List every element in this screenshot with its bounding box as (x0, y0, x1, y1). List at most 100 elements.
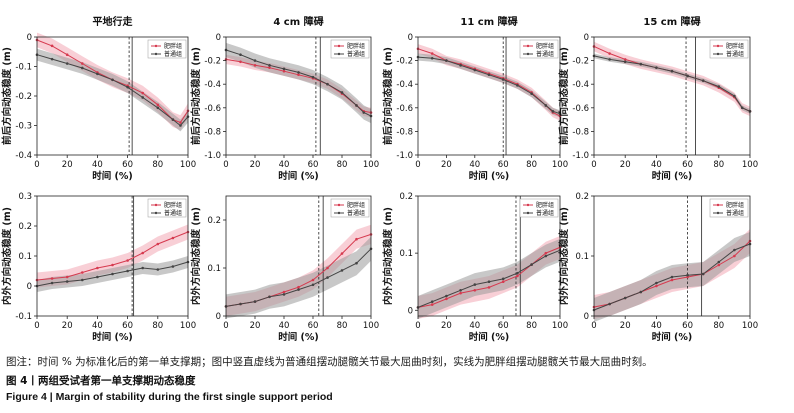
y-tick-label: 0.1 (575, 252, 589, 262)
data-point-normal (623, 296, 627, 300)
x-tick-label: 100 (742, 160, 758, 170)
data-point-normal (111, 272, 114, 276)
y-tick-label: -0.8 (204, 127, 221, 137)
y-tick-label: -0.8 (396, 127, 413, 137)
legend-marker (526, 211, 530, 215)
y-tick-label: 0.2 (207, 216, 221, 226)
x-tick-label: 100 (363, 160, 379, 170)
y-tick-label: -0.2 (396, 57, 413, 67)
chart-title: 11 cm 障碍 (460, 15, 517, 28)
legend-marker (154, 211, 158, 215)
chart-panel-8: 0 20 40 60 80 100 0.2 0.1 0 时间 (%) 内外方向动态稳度 (m) 肥胖组… (558, 192, 758, 343)
data-point-obese (340, 252, 344, 255)
data-point-normal (65, 62, 69, 65)
y-tick-label: -0.2 (15, 92, 32, 102)
x-tick-label: 80 (713, 321, 724, 331)
data-point-normal (50, 281, 54, 285)
x-tick-label: 0 (34, 321, 39, 331)
data-point-obese (268, 66, 271, 69)
legend-label: 普通组 (536, 50, 554, 58)
data-point-obese (50, 277, 54, 280)
legend-marker (154, 44, 158, 48)
data-point-normal (639, 62, 643, 66)
data-point-obese (282, 69, 286, 73)
x-tick-label: 60 (498, 321, 509, 331)
data-point-normal (701, 79, 705, 82)
data-point-normal (179, 124, 182, 127)
x-tick-label: 100 (180, 321, 196, 331)
legend-label: 肥胖组 (536, 201, 554, 209)
series-band-normal (418, 238, 560, 319)
data-point-normal (96, 275, 99, 279)
legend-marker (154, 52, 158, 56)
plot-frame (593, 36, 751, 156)
legend-marker (526, 52, 530, 56)
data-point-normal (445, 59, 448, 62)
legend-marker (716, 203, 720, 207)
x-tick-label: 0 (415, 160, 420, 170)
data-point-obese (623, 58, 627, 61)
y-tick-label: -0.6 (572, 104, 589, 114)
x-tick-label: 80 (337, 321, 348, 331)
y-tick-label: -0.4 (204, 80, 221, 90)
y-tick-label: 0 (584, 312, 589, 322)
data-point-normal (530, 263, 533, 266)
y-tick-label: -1.0 (572, 151, 589, 161)
data-point-normal (111, 78, 114, 82)
x-tick-label: 60 (308, 160, 319, 170)
data-point-obese (179, 121, 182, 124)
y-axis-label: 前后方向动态稳度 (m) (558, 47, 570, 145)
data-point-normal (473, 68, 477, 72)
data-point-normal (430, 300, 434, 304)
y-tick-label: 0.2 (575, 192, 589, 202)
legend-label: 肥胖组 (726, 201, 744, 209)
data-point-obese (297, 285, 300, 289)
x-tick-label: 40 (279, 321, 290, 331)
x-tick-label: 0 (223, 321, 228, 331)
figure-note: 图注：时间 % 为标准化后的第一单支撑期；图中竖直虚线为普通组摆动腿髋关节最大屈… (6, 356, 653, 368)
legend-marker (337, 203, 341, 207)
data-point-normal (501, 277, 505, 281)
data-point-obese (65, 53, 69, 56)
data-point-normal (501, 78, 505, 81)
data-point-normal (655, 66, 658, 69)
legend-label: 肥胖组 (536, 42, 554, 50)
x-axis-label: 时间 (%) (278, 170, 319, 182)
y-tick-label: -0.4 (396, 80, 413, 90)
data-point-normal (655, 281, 658, 285)
y-tick-label: -0.4 (15, 151, 32, 161)
data-point-obese (141, 91, 144, 95)
series-band-obese (37, 224, 188, 288)
legend-label: 肥胖组 (347, 42, 365, 50)
data-point-obese (717, 263, 721, 267)
data-point-normal (156, 268, 160, 271)
series-band-normal (226, 236, 371, 319)
data-point-obese (326, 266, 329, 270)
data-point-normal (717, 85, 721, 88)
legend-marker (337, 52, 341, 56)
x-tick-label: 40 (469, 321, 480, 331)
data-point-obese (733, 254, 736, 258)
data-point-obese (501, 280, 505, 284)
x-tick-label: 100 (363, 321, 379, 331)
legend-label: 普通组 (164, 50, 182, 58)
data-point-normal (50, 57, 54, 61)
x-tick-label: 60 (682, 321, 693, 331)
legend-marker (716, 44, 720, 48)
legend-marker (337, 44, 341, 48)
chart-panel-4: 0 20 40 60 80 100 0 -0.2 -0.4 -0.6 -0.8 -1.0 时间 (%) 前… (558, 15, 758, 182)
y-axis-label: 前后方向动态稳度 (m) (382, 47, 394, 145)
data-point-obese (81, 62, 84, 65)
x-tick-label: 80 (713, 160, 724, 170)
x-tick-label: 80 (337, 160, 348, 170)
x-tick-label: 100 (552, 321, 568, 331)
chart-panel-3: 0 20 40 60 80 100 0 -0.2 -0.4 -0.6 -0.8 -1.0 时间 (%) 前… (382, 15, 568, 182)
data-point-obese (50, 44, 54, 48)
x-tick-label: 60 (682, 160, 693, 170)
y-tick-label: -0.3 (15, 122, 32, 132)
x-tick-label: 20 (620, 321, 631, 331)
data-point-obese (65, 275, 69, 279)
data-point-obese (608, 52, 611, 55)
data-point-normal (623, 60, 627, 64)
data-point-normal (81, 66, 84, 70)
